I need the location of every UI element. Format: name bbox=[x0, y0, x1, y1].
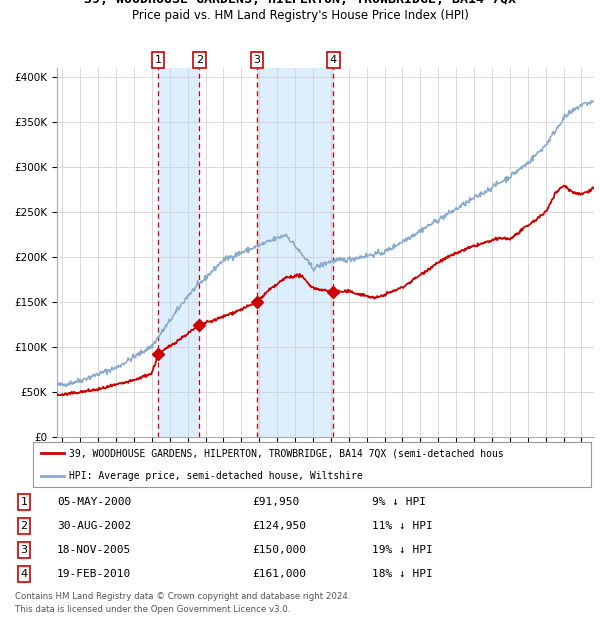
Text: 2: 2 bbox=[196, 55, 203, 65]
Text: 39, WOODHOUSE GARDENS, HILPERTON, TROWBRIDGE, BA14 7QX (semi-detached hous: 39, WOODHOUSE GARDENS, HILPERTON, TROWBR… bbox=[69, 448, 504, 458]
Text: 1: 1 bbox=[155, 55, 161, 65]
Text: 4: 4 bbox=[20, 569, 28, 579]
Text: £150,000: £150,000 bbox=[252, 545, 306, 555]
Text: This data is licensed under the Open Government Licence v3.0.: This data is licensed under the Open Gov… bbox=[15, 604, 290, 614]
Text: Price paid vs. HM Land Registry's House Price Index (HPI): Price paid vs. HM Land Registry's House … bbox=[131, 9, 469, 22]
Text: £91,950: £91,950 bbox=[252, 497, 299, 507]
Text: 9% ↓ HPI: 9% ↓ HPI bbox=[372, 497, 426, 507]
Text: 19% ↓ HPI: 19% ↓ HPI bbox=[372, 545, 433, 555]
Text: 2: 2 bbox=[20, 521, 28, 531]
Text: £124,950: £124,950 bbox=[252, 521, 306, 531]
Text: 1: 1 bbox=[20, 497, 28, 507]
Text: £161,000: £161,000 bbox=[252, 569, 306, 579]
Text: 18-NOV-2005: 18-NOV-2005 bbox=[57, 545, 131, 555]
Text: 11% ↓ HPI: 11% ↓ HPI bbox=[372, 521, 433, 531]
Bar bbox=[158, 68, 199, 437]
Bar bbox=[257, 68, 333, 437]
Text: 3: 3 bbox=[20, 545, 28, 555]
Text: 05-MAY-2000: 05-MAY-2000 bbox=[57, 497, 131, 507]
Text: 19-FEB-2010: 19-FEB-2010 bbox=[57, 569, 131, 579]
Text: 18% ↓ HPI: 18% ↓ HPI bbox=[372, 569, 433, 579]
Text: 30-AUG-2002: 30-AUG-2002 bbox=[57, 521, 131, 531]
Text: Contains HM Land Registry data © Crown copyright and database right 2024.: Contains HM Land Registry data © Crown c… bbox=[15, 592, 350, 601]
Text: 4: 4 bbox=[329, 55, 337, 65]
Text: 39, WOODHOUSE GARDENS, HILPERTON, TROWBRIDGE, BA14 7QX: 39, WOODHOUSE GARDENS, HILPERTON, TROWBR… bbox=[84, 0, 516, 6]
Text: HPI: Average price, semi-detached house, Wiltshire: HPI: Average price, semi-detached house,… bbox=[69, 471, 363, 480]
Text: 3: 3 bbox=[254, 55, 260, 65]
